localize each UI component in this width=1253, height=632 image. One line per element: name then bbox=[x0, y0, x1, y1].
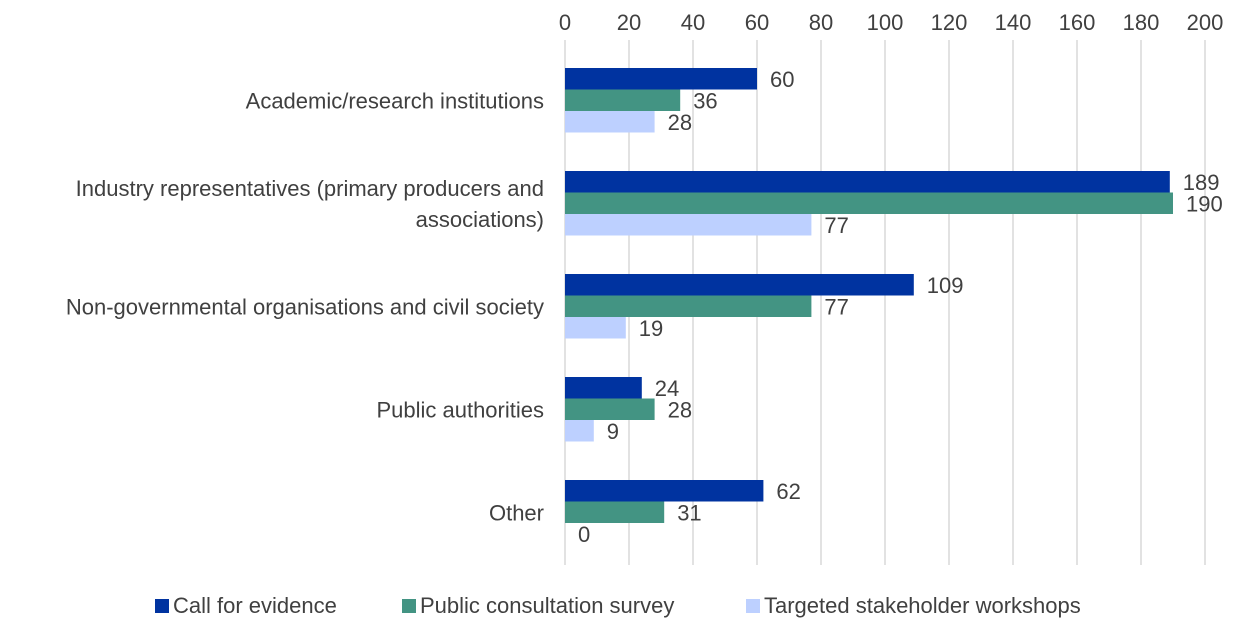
x-tick-label: 20 bbox=[617, 10, 641, 35]
bar bbox=[565, 68, 757, 90]
bar bbox=[565, 317, 626, 339]
category-label-line: Other bbox=[489, 500, 544, 525]
category-label: Other bbox=[489, 500, 544, 525]
legend-swatch bbox=[155, 599, 169, 613]
category-label: Academic/research institutions bbox=[246, 88, 544, 113]
x-tick-label: 200 bbox=[1187, 10, 1224, 35]
data-label: 109 bbox=[927, 273, 964, 298]
legend-label: Call for evidence bbox=[173, 593, 337, 618]
category-label: Public authorities bbox=[376, 397, 544, 422]
x-tick-label: 80 bbox=[809, 10, 833, 35]
data-label: 190 bbox=[1186, 191, 1223, 216]
bar bbox=[565, 398, 655, 420]
bar bbox=[565, 295, 812, 317]
data-label: 36 bbox=[693, 88, 717, 113]
legend: Call for evidence Public consultation sur… bbox=[155, 593, 1081, 618]
data-label: 77 bbox=[824, 213, 848, 238]
bars bbox=[565, 68, 1173, 523]
bar bbox=[565, 420, 594, 442]
x-tick-label: 160 bbox=[1059, 10, 1096, 35]
legend-swatch bbox=[402, 599, 416, 613]
bar bbox=[565, 192, 1173, 214]
data-label: 31 bbox=[677, 500, 701, 525]
category-label-line: Non-governmental organisations and civil… bbox=[66, 294, 544, 319]
x-tick-label: 40 bbox=[681, 10, 705, 35]
x-tick-label: 180 bbox=[1123, 10, 1160, 35]
legend-swatch bbox=[746, 599, 760, 613]
data-label: 9 bbox=[607, 419, 619, 444]
data-label: 77 bbox=[824, 294, 848, 319]
bar bbox=[565, 274, 914, 296]
bar bbox=[565, 89, 681, 111]
category-label: Non-governmental organisations and civil… bbox=[66, 294, 544, 319]
x-tick-label: 60 bbox=[745, 10, 769, 35]
data-label: 28 bbox=[668, 110, 692, 135]
bar bbox=[565, 171, 1170, 193]
x-axis-ticks: 0 20 40 60 80 100 120 140 160 180 200 bbox=[559, 10, 1223, 35]
data-label: 60 bbox=[770, 67, 794, 92]
bar bbox=[565, 214, 812, 236]
data-label: 62 bbox=[776, 479, 800, 504]
legend-label: Public consultation survey bbox=[420, 593, 674, 618]
bar bbox=[565, 377, 642, 399]
data-label: 189 bbox=[1183, 170, 1220, 195]
bar bbox=[565, 501, 665, 523]
data-label: 24 bbox=[655, 376, 679, 401]
legend-label: Targeted stakeholder workshops bbox=[764, 593, 1081, 618]
bar bbox=[565, 480, 764, 502]
bar bbox=[565, 111, 655, 133]
x-tick-label: 120 bbox=[931, 10, 968, 35]
data-label: 28 bbox=[668, 397, 692, 422]
x-tick-label: 140 bbox=[995, 10, 1032, 35]
category-labels: Academic/research institutions Industry r… bbox=[66, 88, 544, 525]
x-tick-label: 100 bbox=[867, 10, 904, 35]
category-label-line: Public authorities bbox=[376, 397, 544, 422]
data-label: 0 bbox=[578, 522, 590, 547]
category-label-line: Industry representatives (primary produc… bbox=[76, 176, 544, 201]
category-label-line: Academic/research institutions bbox=[246, 88, 544, 113]
category-label-line: associations) bbox=[416, 207, 544, 232]
x-tick-label: 0 bbox=[559, 10, 571, 35]
category-label: Industry representatives (primary produc… bbox=[76, 176, 544, 232]
data-label: 19 bbox=[639, 316, 663, 341]
